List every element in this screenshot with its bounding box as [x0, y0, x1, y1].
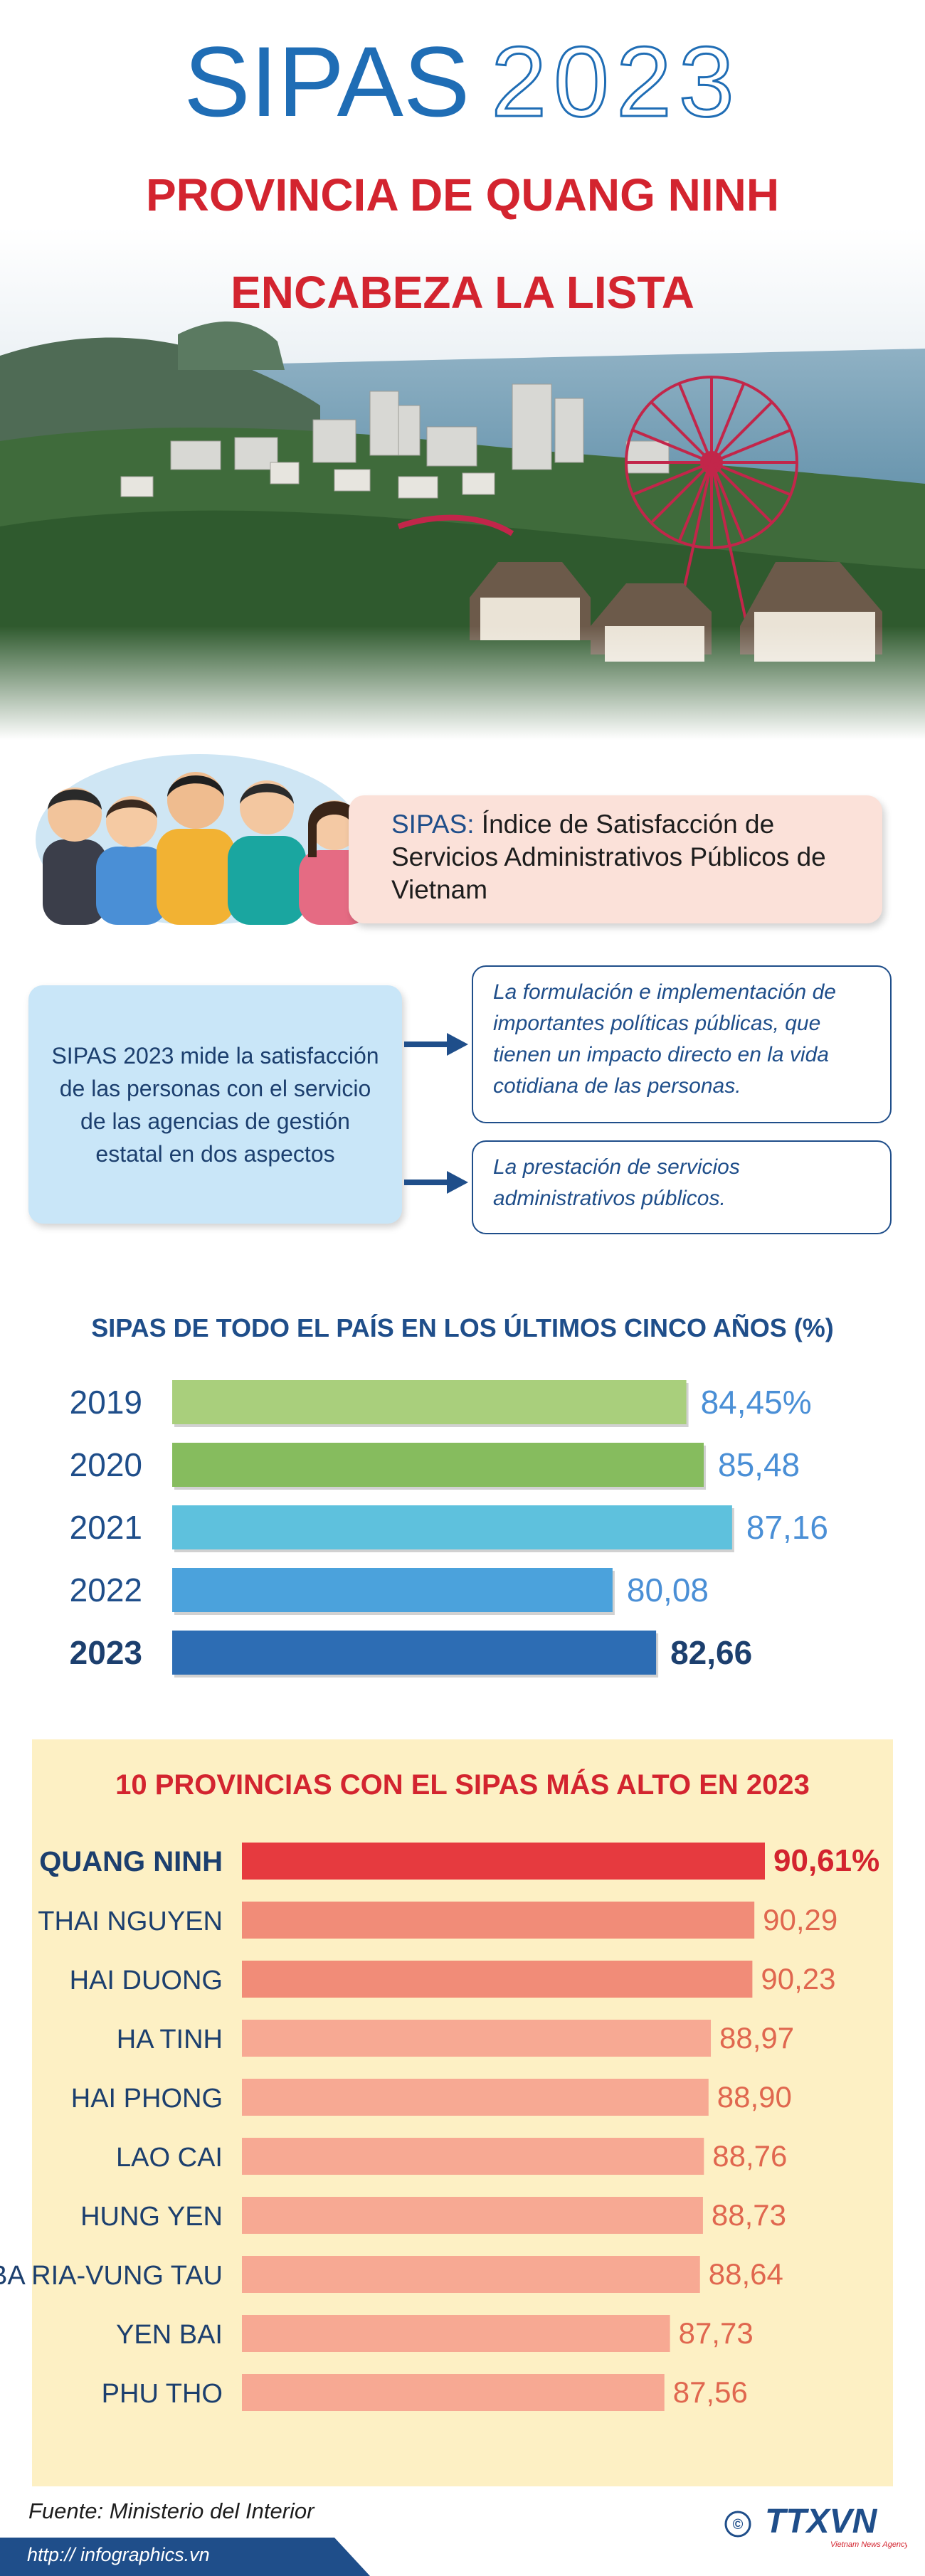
- title-word: SIPAS: [184, 26, 470, 137]
- provinces-sipas-bar-chart: QUANG NINH 90,61% THAI NGUYEN 90,29 HAI DUON…: [0, 1843, 879, 2411]
- value-label: 87,73: [679, 2316, 754, 2350]
- province-label: HAI DUONG: [70, 1966, 223, 1995]
- province-bar: [242, 2020, 712, 2057]
- logo-text: TTXVN: [765, 2503, 878, 2540]
- aspects-summary-text: SIPAS 2023 mide la satisfacción de las p…: [51, 1042, 379, 1167]
- province-label: LAO CAI: [116, 2143, 223, 2173]
- value-label: 88,90: [717, 2080, 792, 2114]
- year-label: 2023: [70, 1634, 142, 1671]
- province-label: HA TINH: [117, 2025, 223, 2055]
- province-label: BA RIA-VUNG TAU: [0, 2261, 223, 2291]
- value-label: 84,45%: [701, 1384, 812, 1421]
- province-bar: [242, 1843, 765, 1880]
- city-harbor-illustration: [0, 228, 925, 740]
- value-label: 87,56: [673, 2375, 748, 2409]
- value-label: 90,61%: [773, 1843, 879, 1878]
- arrow-right-icon: [404, 1171, 468, 1194]
- province-bar: [242, 2197, 703, 2234]
- value-label: 88,97: [719, 2021, 794, 2055]
- value-label: 85,48: [718, 1446, 800, 1483]
- page-title: SIPAS 2023: [0, 26, 925, 137]
- logo-subtext: Vietnam News Agency: [830, 2540, 907, 2549]
- aspects-summary-box: SIPAS 2023 mide la satisfacción de las p…: [28, 985, 402, 1224]
- province-bar: [242, 2256, 700, 2293]
- arrow-right-icon: [404, 1033, 468, 1056]
- aspect-item-policies: La formulación e implementación de impor…: [472, 965, 892, 1123]
- definition-card: SIPAS: Índice de Satisfacción de Servici…: [349, 795, 882, 923]
- national-bar: [172, 1443, 704, 1487]
- province-bar: [242, 2138, 704, 2175]
- national-bar: [172, 1631, 657, 1675]
- value-label: 80,08: [627, 1571, 709, 1608]
- national-bar: [172, 1380, 687, 1424]
- province-bar: [242, 2079, 709, 2116]
- aspect-item-services: La prestación de servicios administrativ…: [472, 1140, 892, 1234]
- year-label: 2021: [70, 1509, 142, 1546]
- subtitle-line2: ENCABEZA LA LISTA: [231, 267, 694, 318]
- value-label: 90,29: [763, 1903, 837, 1936]
- ttxvn-logo: © TTXVN Vietnam News Agency: [724, 2503, 907, 2549]
- province-label: HUNG YEN: [80, 2202, 223, 2232]
- national-bar: [172, 1568, 613, 1612]
- year-label: 2022: [70, 1571, 142, 1608]
- province-label: QUANG NINH: [39, 1846, 223, 1877]
- province-label: YEN BAI: [116, 2320, 223, 2350]
- source-note: Fuente: Ministerio del Interior: [28, 2498, 314, 2523]
- year-label: 2020: [70, 1446, 142, 1483]
- subtitle-line1: PROVINCIA DE QUANG NINH: [145, 169, 780, 221]
- province-bar: [242, 1902, 755, 1939]
- value-label: 88,64: [709, 2257, 783, 2291]
- province-label: HAI PHONG: [71, 2084, 223, 2114]
- province-bar: [242, 1961, 753, 1998]
- provinces-chart-title: 10 PROVINCIAS CON EL SIPAS MÁS ALTO EN 2…: [115, 1769, 810, 1801]
- value-label: 87,16: [746, 1509, 828, 1546]
- definition-text: Índice de Satisfacción de Servicios Admi…: [391, 810, 826, 904]
- url-band: [0, 2538, 370, 2576]
- value-label: 82,66: [670, 1634, 752, 1671]
- website-url: http:// infographics.vn: [27, 2544, 210, 2565]
- copyright-symbol: ©: [733, 2517, 744, 2533]
- people-thumbs-up-illustration: [36, 754, 370, 925]
- value-label: 90,23: [761, 1962, 835, 1995]
- province-bar: [242, 2374, 665, 2411]
- province-label: PHU THO: [102, 2379, 223, 2409]
- value-label: 88,76: [712, 2139, 787, 2173]
- title-year: 2023: [490, 26, 741, 137]
- definition-label: SIPAS:: [391, 810, 475, 839]
- national-chart-title: SIPAS DE TODO EL PAÍS EN LOS ÚLTIMOS CIN…: [91, 1313, 834, 1342]
- year-label: 2019: [70, 1384, 142, 1421]
- national-bar: [172, 1505, 732, 1549]
- province-bar: [242, 2315, 670, 2352]
- national-sipas-bar-chart: 2019 84,45% 2020 85,48 2021 87,16 2022 80,08 202…: [70, 1380, 828, 1677]
- value-label: 88,73: [712, 2198, 786, 2232]
- province-label: THAI NGUYEN: [38, 1907, 223, 1936]
